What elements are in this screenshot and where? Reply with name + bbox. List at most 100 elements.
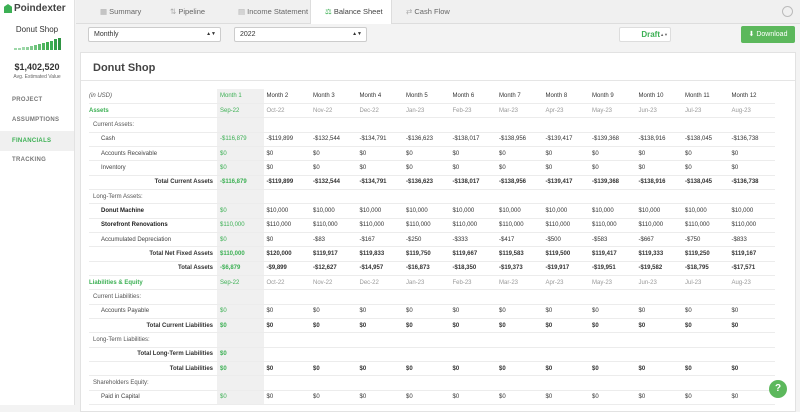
empty-cell [310,347,357,363]
value-cell: $0 [635,390,682,406]
empty-cell [682,347,729,363]
empty-cell [542,189,589,205]
tab[interactable]: ⇅ Pipeline [170,7,206,16]
empty-cell [728,289,775,305]
value-cell: -$138,956 [496,132,543,147]
empty-cell [263,289,310,305]
sparkline [14,38,61,50]
value-cell: -$136,738 [728,132,775,147]
table-row: Accumulated Depreciation $0 $0 -$83 -$167 -$2… [89,232,775,248]
tab[interactable]: ⚖ Balance Sheet [310,0,392,24]
value-cell: $0 [310,361,357,377]
value-cell: -$19,373 [496,261,543,276]
value-cell: $0 [449,361,496,377]
value-cell: -$16,873 [403,261,450,276]
empty-cell [682,375,729,391]
column-header: Month 4 [356,89,403,104]
date-cell: Jun-23 [635,275,682,291]
value-cell: $0 [589,361,636,377]
tab-label: Income Statement [247,7,309,16]
value-cell: $0 [728,160,775,176]
section-label: Assets [89,103,217,119]
empty-cell [542,347,589,363]
value-cell: $0 [542,160,589,176]
value-cell: $119,917 [310,246,357,262]
value-cell: $0 [449,304,496,320]
empty-cell [310,189,357,205]
table-row: Current Liabilities: [89,289,775,305]
nav-item[interactable]: FINANCIALS [0,131,74,151]
empty-cell [542,375,589,391]
empty-cell [263,375,310,391]
value-cell: $0 [310,390,357,406]
empty-cell [635,347,682,363]
column-header: Month 5 [403,89,450,104]
empty-cell [728,347,775,363]
value-cell: -$116,879 [217,175,264,190]
value-cell: $119,583 [496,246,543,262]
nav-item[interactable]: ASSUMPTIONS [12,117,60,123]
value-cell: $0 [635,146,682,162]
value-cell: $119,250 [682,246,729,262]
date-cell: Jan-23 [403,103,450,119]
empty-cell [403,347,450,363]
empty-cell [449,375,496,391]
empty-cell [449,117,496,133]
select-value: 2022 [240,31,256,38]
value-cell: $0 [635,304,682,320]
settings-icon[interactable] [782,6,793,17]
column-header: Month 3 [310,89,357,104]
panel: Donut Shop (in USD) Month 1 Month 2 Month 3… [80,52,796,412]
asset-label: Donut Machine [89,203,217,219]
year-select[interactable]: 2022 ▲▼ [234,27,367,42]
help-button[interactable]: ? [769,380,787,398]
value-cell: -$138,017 [449,175,496,190]
nav-item[interactable]: TRACKING [12,157,47,163]
nav-item[interactable]: PROJECT [12,97,43,103]
value-cell: -$139,368 [589,175,636,190]
empty-cell [449,189,496,205]
value-cell: $0 [356,304,403,320]
value-cell: -$136,623 [403,175,450,190]
empty-cell [263,189,310,205]
value-cell: -$18,350 [449,261,496,276]
value-cell: $0 [496,304,543,320]
date-cell: Sep-22 [217,275,264,291]
table-row: Total Net Fixed Assets $110,000 $120,000 $1… [89,246,775,262]
value-cell: -$19,582 [635,261,682,276]
date-cell: Jun-23 [635,103,682,119]
empty-cell [635,375,682,391]
table-row: Total Current Assets -$116,879 -$119,899 -$… [89,175,775,190]
value-cell: $0 [496,318,543,334]
empty-cell [496,347,543,363]
value-cell: $0 [356,361,403,377]
value-cell: $10,000 [263,203,310,219]
date-cell: Nov-22 [310,103,357,119]
tab[interactable]: ▤ Income Statement [238,7,309,16]
item-label: Accounts Receivable [89,146,217,162]
value-cell: $0 [496,390,543,406]
tab-label: Cash Flow [414,7,450,16]
value-cell: $0 [728,318,775,334]
column-header: Month 2 [263,89,310,104]
value-cell: -$138,017 [449,132,496,147]
empty-cell [635,289,682,305]
download-button[interactable]: ⬇ Download [741,26,795,43]
tab[interactable]: ▦ Summary [100,7,142,16]
value-cell: -$583 [589,232,636,248]
empty-cell [589,117,636,133]
date-cell: May-23 [589,103,636,119]
period-select[interactable]: Monthly ▲▼ [88,27,221,42]
value-cell: -$167 [356,232,403,248]
value-cell: $0 [263,160,310,176]
tab[interactable]: ⇄ Cash Flow [406,7,450,16]
status-select[interactable]: Draft ▲▼ [619,27,671,42]
empty-cell [263,332,310,348]
value-cell: -$136,623 [403,132,450,147]
panel-title: Donut Shop [93,62,156,74]
empty-cell [449,332,496,348]
value-cell: $10,000 [356,203,403,219]
empty-cell [356,189,403,205]
value-cell: $0 [263,361,310,377]
table-row: Accounts Receivable $0 $0 $0 $0 $0 $0 $0 $0 $0 $0 $… [89,146,775,162]
